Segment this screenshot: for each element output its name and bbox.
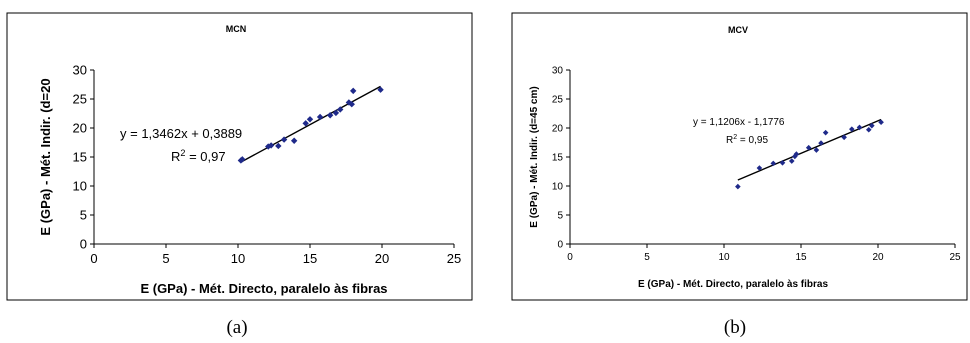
trendline bbox=[737, 118, 882, 181]
r-squared-exponent: 2 bbox=[180, 148, 185, 158]
data-point bbox=[788, 158, 795, 164]
data-point bbox=[306, 116, 314, 123]
data-point bbox=[350, 87, 357, 95]
y-tick-label: 15 bbox=[552, 153, 564, 164]
r-squared-symbol: R bbox=[171, 149, 180, 164]
chart-frame bbox=[511, 12, 968, 301]
regression-equation: y = 1,1206x - 1,1776 bbox=[693, 117, 785, 128]
y-tick-label: 5 bbox=[557, 211, 563, 222]
data-point bbox=[316, 113, 324, 121]
y-tick-label: 10 bbox=[552, 182, 564, 193]
x-tick-label: 25 bbox=[949, 252, 961, 263]
data-point bbox=[267, 142, 275, 149]
trendline bbox=[240, 85, 381, 163]
r-squared-symbol: R bbox=[726, 135, 733, 146]
data-point bbox=[377, 86, 384, 93]
x-tick-label: 15 bbox=[303, 251, 317, 266]
data-point bbox=[265, 143, 272, 150]
data-point bbox=[878, 119, 884, 125]
x-tick-label: 15 bbox=[795, 252, 807, 263]
y-tick-label: 30 bbox=[73, 63, 87, 78]
data-point bbox=[813, 147, 820, 153]
data-point bbox=[302, 120, 309, 127]
r-squared-value: = 0,97 bbox=[185, 149, 225, 164]
y-tick-label: 25 bbox=[73, 92, 87, 107]
y-axis-label: E (GPa) - Mét. Indir. (d=20 bbox=[38, 78, 53, 235]
x-axis-label: E (GPa) - Mét. Directo, paralelo às fibr… bbox=[140, 281, 387, 296]
y-tick-label: 10 bbox=[73, 179, 87, 194]
data-point bbox=[326, 112, 334, 119]
x-tick-label: 10 bbox=[718, 252, 730, 263]
y-tick-label: 15 bbox=[73, 150, 87, 165]
chart-frame bbox=[6, 12, 473, 301]
data-point bbox=[348, 101, 355, 108]
data-point bbox=[865, 126, 872, 133]
data-point bbox=[275, 142, 282, 150]
data-point bbox=[756, 165, 763, 171]
r-squared: R2 = 0,95 bbox=[726, 134, 768, 146]
figure-caption: (a) bbox=[226, 317, 247, 338]
data-point bbox=[239, 156, 246, 163]
data-point bbox=[818, 140, 824, 146]
chart-b: MCV 0 5 10 15 20 25 30 0 5 10 15 20 25 E (GPa) - Mét. … bbox=[511, 12, 968, 338]
x-axis-label: E (GPa) - Mét. Directo, paralelo às fibr… bbox=[638, 279, 828, 290]
regression-equation: y = 1,3462x + 0,3889 bbox=[120, 126, 242, 141]
data-point bbox=[337, 106, 344, 113]
figure-caption: (b) bbox=[724, 317, 746, 338]
y-tick-label: 0 bbox=[557, 240, 563, 251]
data-point bbox=[869, 122, 875, 129]
data-point bbox=[841, 134, 847, 141]
data-point bbox=[805, 144, 812, 151]
data-point bbox=[793, 151, 800, 157]
r-squared-value: = 0,95 bbox=[737, 135, 768, 146]
data-point bbox=[770, 160, 777, 167]
chart-title: MCN bbox=[226, 24, 247, 34]
data-point bbox=[779, 160, 786, 166]
chart-title: MCV bbox=[728, 25, 748, 35]
chart-a: MCN 0 5 10 15 20 25 30 0 5 10 15 20 25 E (GPa) - Mét. … bbox=[6, 12, 473, 338]
r-squared: R2 = 0,97 bbox=[171, 148, 226, 164]
x-tick-label: 0 bbox=[90, 251, 97, 266]
y-axis-label: E (GPa) - Mét. Indir. (d=45 cm) bbox=[529, 86, 540, 227]
x-tick-label: 10 bbox=[231, 251, 245, 266]
y-tick-label: 20 bbox=[552, 124, 564, 135]
y-tick-label: 0 bbox=[80, 237, 87, 252]
data-point bbox=[856, 124, 863, 131]
x-tick-label: 25 bbox=[447, 251, 461, 266]
x-tick-label: 0 bbox=[567, 252, 573, 263]
x-tick-label: 20 bbox=[872, 252, 884, 263]
y-tick-label: 30 bbox=[552, 66, 564, 77]
y-tick-label: 5 bbox=[80, 208, 87, 223]
y-tick-label: 20 bbox=[73, 121, 87, 136]
data-point bbox=[735, 183, 741, 190]
x-tick-label: 5 bbox=[162, 251, 169, 266]
data-point bbox=[849, 126, 855, 132]
x-tick-label: 20 bbox=[375, 251, 389, 266]
data-point bbox=[290, 137, 298, 144]
data-point bbox=[822, 129, 829, 136]
data-point bbox=[280, 136, 288, 143]
r-squared-exponent: 2 bbox=[733, 134, 737, 141]
data-point bbox=[332, 109, 340, 117]
x-tick-label: 5 bbox=[644, 252, 650, 263]
y-tick-label: 25 bbox=[552, 95, 564, 106]
